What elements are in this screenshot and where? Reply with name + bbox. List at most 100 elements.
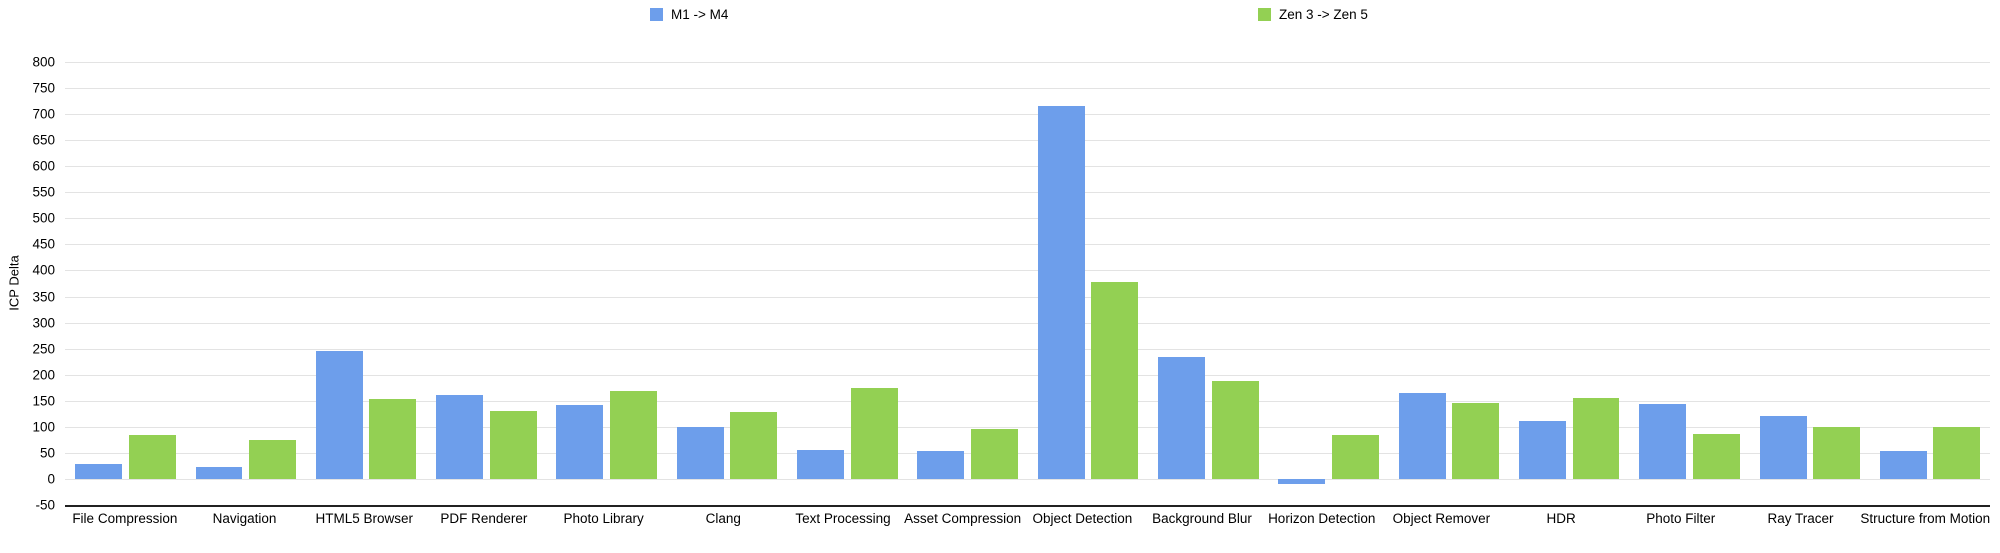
bar[interactable]	[797, 449, 845, 479]
x-axis-label: Photo Library	[563, 511, 644, 526]
x-axis-label: Background Blur	[1152, 511, 1252, 526]
bar[interactable]	[75, 464, 123, 479]
bar[interactable]	[315, 351, 363, 479]
y-axis-tick-label: 100	[32, 419, 55, 435]
y-axis-tick-label: 650	[32, 132, 55, 148]
y-axis-ticks: 800 750 700 650 600 550 500 450 400 350 300 250 200 1…	[0, 55, 55, 513]
bar[interactable]	[1452, 402, 1500, 479]
gridline	[65, 400, 1990, 402]
gridline	[65, 88, 1990, 90]
bar[interactable]	[556, 404, 604, 479]
y-axis-tick-label: 600	[32, 158, 55, 174]
bar[interactable]	[128, 434, 176, 479]
y-axis-tick-label: 250	[32, 341, 55, 357]
legend-label: M1 -> M4	[671, 7, 729, 22]
y-axis-tick-label: 500	[32, 210, 55, 226]
x-axis-label: Navigation	[212, 511, 277, 526]
bar-group	[426, 62, 546, 505]
gridline	[65, 452, 1990, 454]
bar[interactable]	[195, 467, 243, 479]
bar-group	[1268, 62, 1388, 505]
x-axis-baseline	[65, 505, 1990, 507]
bar[interactable]	[1639, 403, 1687, 479]
x-axis-label: Clang	[705, 511, 741, 526]
bar-group	[1629, 62, 1749, 505]
y-axis-tick-label: 750	[32, 80, 55, 96]
bar-group	[667, 62, 787, 505]
y-axis-tick-label: 350	[32, 289, 55, 305]
y-axis-tick-label: 50	[39, 445, 55, 461]
gridline	[65, 140, 1990, 142]
bar-group	[306, 62, 426, 505]
bar[interactable]	[1518, 420, 1566, 479]
bar[interactable]	[1813, 427, 1861, 479]
bar-group	[787, 62, 907, 505]
x-axis-label: Horizon Detection	[1268, 511, 1376, 526]
legend-swatch-green	[1258, 8, 1271, 21]
x-axis-label: Object Detection	[1032, 511, 1133, 526]
y-axis-tick-label: 700	[32, 106, 55, 122]
y-axis-tick-label: 300	[32, 315, 55, 331]
x-axis-label: Text Processing	[795, 511, 891, 526]
bar[interactable]	[1331, 435, 1379, 479]
legend-item-series-0: M1 -> M4	[650, 7, 728, 22]
gridline	[65, 192, 1990, 194]
bar[interactable]	[1933, 426, 1981, 479]
bar-group	[1148, 62, 1268, 505]
bar[interactable]	[249, 439, 296, 479]
bar-group	[1749, 62, 1869, 505]
bar[interactable]	[1398, 393, 1446, 479]
bar-group	[907, 62, 1027, 505]
x-axis-label: Ray Tracer	[1767, 511, 1834, 526]
bar[interactable]	[1879, 451, 1927, 479]
bar-group	[546, 62, 666, 505]
x-axis-label: File Compression	[72, 511, 178, 526]
gridline	[65, 270, 1990, 272]
bar-group	[1388, 62, 1508, 505]
gridline	[65, 166, 1990, 168]
y-axis-tick-label: 550	[32, 184, 55, 200]
y-axis-tick-label: 150	[32, 393, 55, 409]
bar[interactable]	[489, 411, 537, 479]
gridline	[65, 296, 1990, 298]
bar[interactable]	[1158, 356, 1205, 479]
bar-group	[65, 62, 185, 505]
bar[interactable]	[436, 395, 484, 479]
gridline	[65, 114, 1990, 116]
x-axis-label: Asset Compression	[904, 511, 1022, 526]
bar[interactable]	[730, 411, 778, 479]
bar-group	[1028, 62, 1148, 505]
y-axis-tick-label: 800	[32, 54, 55, 70]
gridline	[65, 218, 1990, 220]
bar[interactable]	[676, 426, 724, 479]
x-axis-label: PDF Renderer	[440, 511, 528, 526]
x-axis-label: Object Remover	[1392, 511, 1491, 526]
bar[interactable]	[850, 387, 898, 479]
bar[interactable]	[1572, 397, 1620, 479]
bar[interactable]	[1759, 416, 1807, 479]
bar-group	[1870, 62, 1990, 505]
bar[interactable]	[917, 450, 965, 479]
plot-area	[65, 62, 1990, 507]
x-axis-label: Photo Filter	[1646, 511, 1716, 526]
bar-group	[1509, 62, 1629, 505]
bar[interactable]	[1278, 478, 1326, 485]
gridline	[65, 62, 1990, 63]
x-axis-label: Structure from Motion	[1860, 511, 1991, 526]
bar[interactable]	[970, 429, 1018, 479]
y-axis-tick-label: 450	[32, 236, 55, 252]
bar[interactable]	[1037, 106, 1085, 479]
bar[interactable]	[610, 391, 657, 479]
bar-group	[185, 62, 305, 505]
bar[interactable]	[1211, 380, 1259, 479]
bar[interactable]	[1692, 434, 1740, 479]
bar[interactable]	[1091, 281, 1139, 479]
legend-swatch-blue	[650, 8, 663, 21]
y-axis-tick-label: 400	[32, 262, 55, 278]
y-axis-tick-label: -50	[35, 497, 55, 513]
bar[interactable]	[369, 398, 417, 479]
gridline	[65, 426, 1990, 428]
gridline	[65, 348, 1990, 350]
gridline	[65, 374, 1990, 376]
